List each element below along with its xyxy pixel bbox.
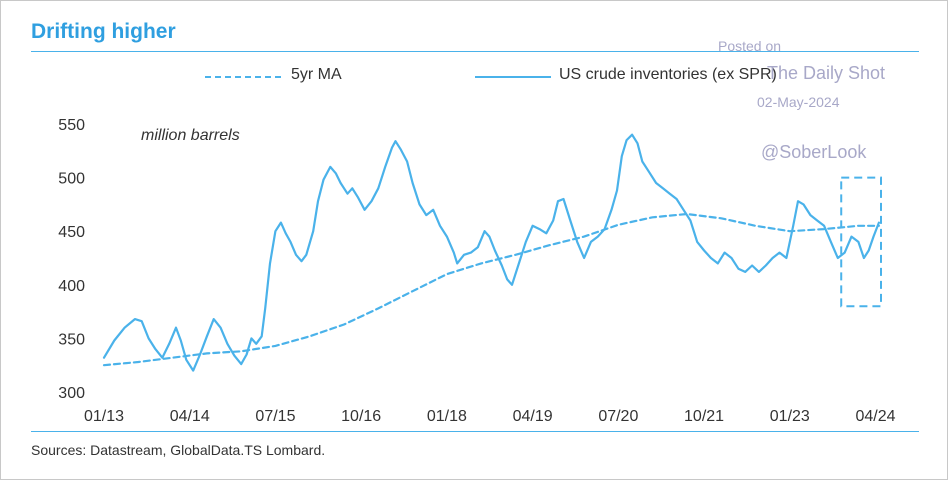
y-tick-label: 550 xyxy=(58,117,85,134)
legend-label-ma: 5yr MA xyxy=(291,66,342,83)
series-line-5yr-ma xyxy=(102,212,880,367)
x-tick-label: 07/15 xyxy=(255,408,295,425)
x-tick-label: 10/16 xyxy=(341,408,381,425)
legend-label-inventories: US crude inventories (ex SPR) xyxy=(559,66,777,83)
annotation-dashed-box xyxy=(840,176,882,308)
watermark-posted-on: Posted on xyxy=(718,38,782,54)
watermark-date: 02-May-2024 xyxy=(757,94,840,110)
series-line-crude-inventories xyxy=(102,133,880,372)
source-note: Sources: Datastream, GlobalData.TS Lomba… xyxy=(31,442,326,458)
y-tick-label: 350 xyxy=(58,331,85,348)
legend-swatch-ma xyxy=(205,76,281,78)
x-tick-label: 04/24 xyxy=(855,408,895,425)
y-tick-label: 500 xyxy=(58,171,85,188)
y-tick-label: 450 xyxy=(58,224,85,241)
x-tick-label: 04/14 xyxy=(170,408,210,425)
x-tick-label: 07/20 xyxy=(598,408,638,425)
title-rule xyxy=(31,51,919,52)
y-tick-label: 300 xyxy=(58,385,85,402)
y-tick-label: 400 xyxy=(58,278,85,295)
x-tick-label: 01/13 xyxy=(84,408,124,425)
chart-plot: 300 350 400 450 500 550 01/13 04/14 07/15 10/16 01… xyxy=(58,117,895,425)
watermark-handle: @SoberLook xyxy=(761,142,867,162)
x-tick-label: 01/23 xyxy=(770,408,810,425)
x-tick-label: 04/19 xyxy=(513,408,553,425)
x-tick-label: 01/18 xyxy=(427,408,467,425)
footer-rule xyxy=(31,431,919,432)
legend-swatch-inventories xyxy=(475,76,551,78)
chart-title: Drifting higher xyxy=(31,20,176,43)
watermark-site: The Daily Shot xyxy=(767,63,886,83)
x-tick-label: 10/21 xyxy=(684,408,724,425)
y-axis-unit-label: million barrels xyxy=(141,127,240,144)
